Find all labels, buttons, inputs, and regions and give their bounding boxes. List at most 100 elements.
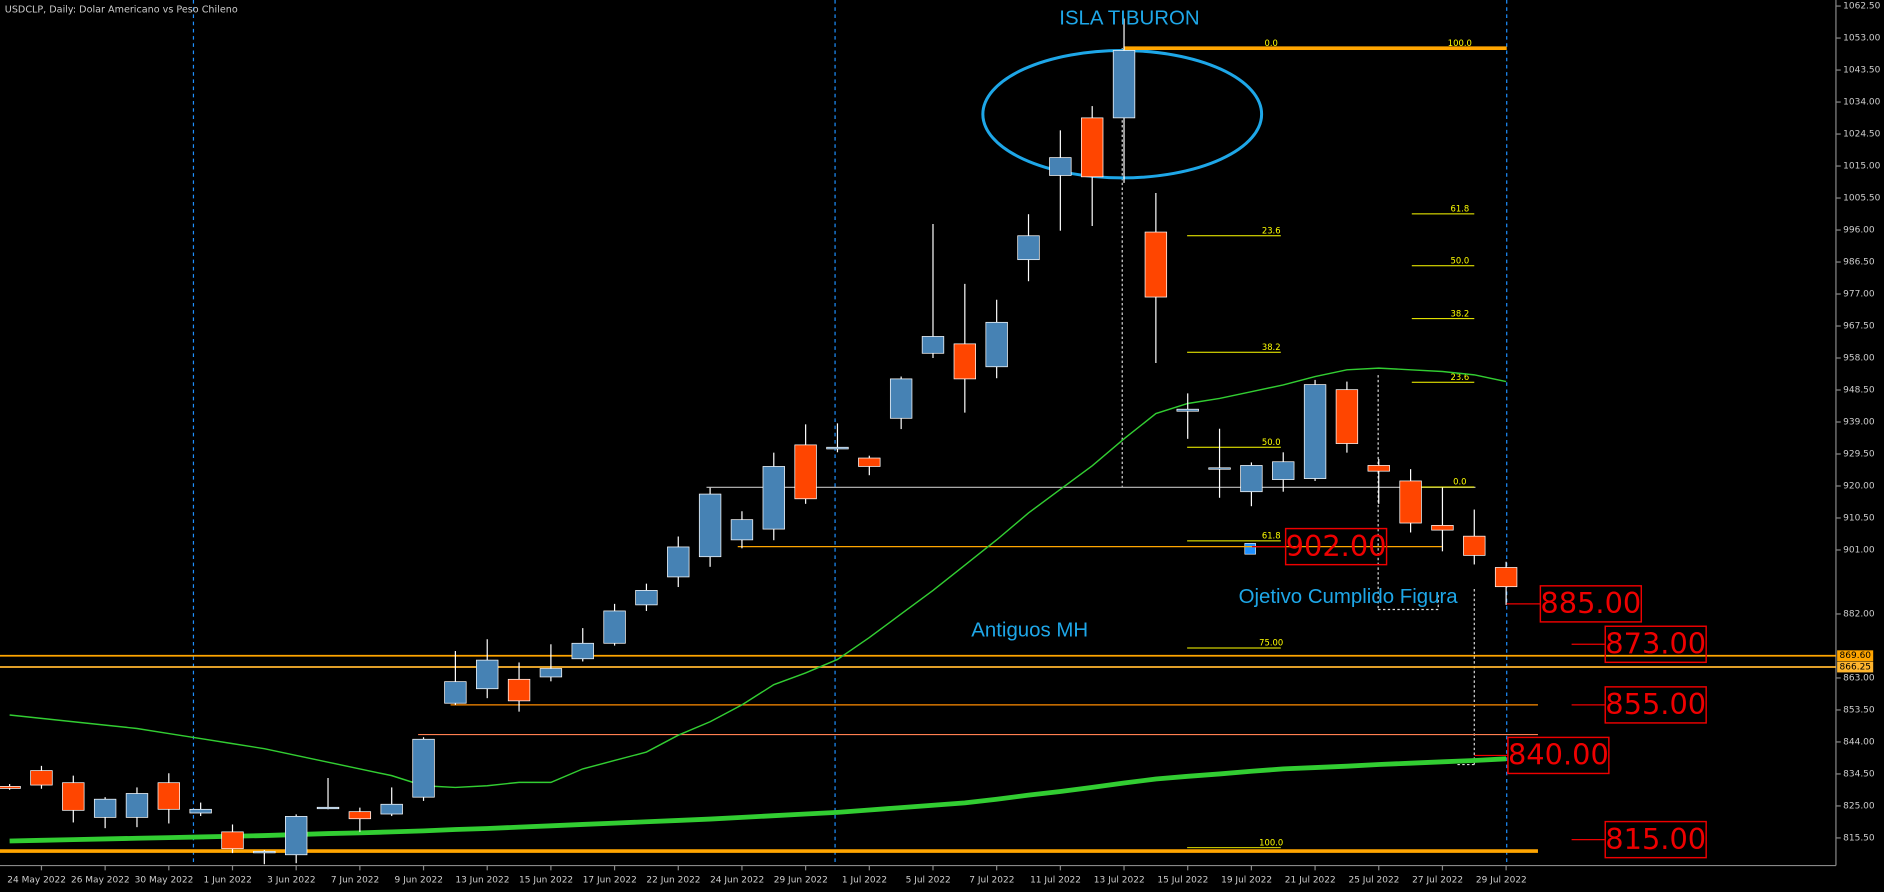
candle-body [1017,235,1040,261]
y-tick-label: 910.50 [1843,513,1875,523]
x-tick-label: 26 May 2022 [71,875,130,885]
y-tick-label: 948.50 [1843,386,1875,396]
chart-title: USDCLP, Daily: Dolar Americano vs Peso C… [5,5,238,16]
x-tick-label: 22 Jun 2022 [646,875,700,885]
x-tick-label: 29 Jun 2022 [774,875,828,885]
y-tick-label: 967.50 [1843,322,1875,332]
x-tick-label: 7 Jun 2022 [331,875,379,885]
x-tick-label: 7 Jul 2022 [969,875,1014,885]
candle-body [380,803,403,815]
price-level-label: 869.60 [1840,651,1872,661]
moving-average [9,756,1507,844]
candle-body [1112,50,1136,119]
candle-body [221,831,244,850]
fib-label: 38.2 [1451,308,1470,318]
y-tick-label: 1043.50 [1843,66,1880,76]
price-label-box [1539,585,1643,623]
price-label-box [1604,820,1707,859]
x-tick-label: 21 Jul 2022 [1285,875,1336,885]
price-label-box [1284,527,1388,566]
fib-label: 61.8 [1451,204,1470,214]
annotation: Antiguos MH [971,620,1088,642]
candle-body [667,546,690,578]
price-level-label: 866.25 [1840,663,1871,673]
fib-label: 61.8 [1262,531,1281,541]
candle-body [953,343,977,380]
y-tick-label: 1034.00 [1843,98,1880,108]
y-tick-label: 834.50 [1843,769,1875,779]
y-tick-label: 939.00 [1843,417,1875,427]
candle-body [93,798,117,818]
y-tick-label: 825.00 [1843,801,1875,811]
x-tick-label: 3 Jun 2022 [267,875,315,885]
y-tick-label: 1015.00 [1843,162,1880,172]
candle-body [762,466,785,530]
price-label: 873.00 [1605,626,1706,660]
fib-label: 0.0 [1453,477,1466,487]
fib-label: 100.0 [1259,837,1283,847]
candle-body [1081,117,1104,178]
candle-body [889,378,913,419]
y-tick-label: 920.00 [1843,481,1875,491]
candle-body [62,782,85,811]
x-tick-label: 27 Jul 2022 [1412,875,1463,885]
candle-body [253,851,276,854]
x-tick-label: 11 Jul 2022 [1030,875,1081,885]
candle-body [730,519,754,541]
candle-body [444,681,467,704]
candle-body [507,678,531,702]
candle-body [125,793,149,818]
candle-body [1208,467,1231,470]
candle-body [1049,157,1072,176]
x-tick-label: 15 Jun 2022 [519,875,573,885]
y-tick-label: 996.00 [1843,226,1875,236]
price-level-tag [1837,650,1874,662]
x-tick-label: 1 Jul 2022 [842,875,887,885]
fib-label: 50.0 [1262,437,1281,447]
candle-body [412,738,435,798]
candle-body [189,808,212,814]
x-tick-label: 15 Jul 2022 [1157,875,1208,885]
candle-body [348,811,372,820]
y-tick-label: 901.00 [1843,545,1875,555]
candle-body [1176,408,1199,412]
candle-body [1335,389,1359,444]
candle-body [826,446,849,450]
candle-body [157,782,180,810]
x-tick-label: 29 Jul 2022 [1476,875,1527,885]
price-label: 855.00 [1605,687,1706,721]
candle-body [985,321,1008,368]
candle-body [1494,567,1518,588]
y-tick-label: 977.00 [1843,290,1875,300]
y-tick-label: 1062.50 [1843,2,1880,12]
x-tick-label: 19 Jul 2022 [1221,875,1272,885]
candle-body [0,786,21,789]
y-tick-label: 844.00 [1843,737,1875,747]
fib-label: 75.00 [1259,638,1283,648]
price-label-box [1604,686,1707,724]
candle-body [1303,384,1327,479]
candle-body [603,610,626,644]
x-tick-label: 5 Jul 2022 [906,875,951,885]
price-level-tag [1837,661,1874,673]
annotation: Ojetivo Cumplido Figura [1239,586,1459,608]
y-tick-label: 1024.50 [1843,130,1880,140]
price-label: 885.00 [1540,586,1641,620]
marker-square [1244,543,1256,555]
candle-body [1431,525,1454,531]
x-tick-label: 17 Jun 2022 [583,875,637,885]
candle-body [635,590,658,606]
candle-body [1144,231,1168,298]
x-tick-label: 1 Jun 2022 [203,875,251,885]
annotation: ISLA TIBURON [1059,8,1199,30]
candle-body [1367,465,1390,472]
candle-body [476,659,499,690]
candle-body [30,770,53,786]
x-tick-label: 13 Jul 2022 [1094,875,1145,885]
y-tick-label: 815.50 [1843,833,1875,843]
x-tick-label: 24 Jun 2022 [710,875,764,885]
fib-label: 38.2 [1262,342,1281,352]
